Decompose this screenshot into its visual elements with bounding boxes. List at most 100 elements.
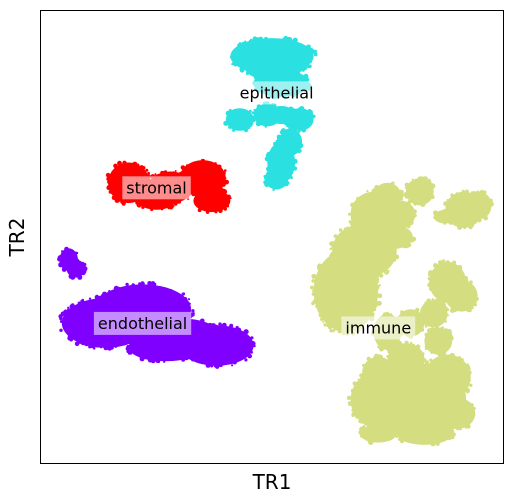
cluster-stromal-point [180, 165, 186, 170]
cluster-immune-point [386, 216, 391, 221]
cluster-epithelial-point [264, 36, 268, 41]
cluster-immune-point [444, 423, 447, 427]
cluster-immune-point [403, 192, 408, 197]
cluster-immune-point [383, 227, 386, 231]
cluster-epithelial-point [243, 127, 249, 133]
cluster-immune-point [352, 381, 357, 386]
cluster-epithelial-point [254, 42, 257, 45]
cluster-immune-point [477, 218, 481, 221]
cluster-immune-point [431, 298, 435, 302]
cluster-immune-point [373, 199, 376, 203]
cluster-immune-point [393, 429, 398, 434]
cluster-immune-point [387, 269, 390, 272]
cluster-epithelial-point [239, 67, 245, 73]
y-axis-label: TR2 [5, 218, 29, 258]
cluster-immune-point [354, 228, 359, 233]
cluster-immune-point [437, 409, 442, 414]
cluster-immune-blob [396, 422, 453, 445]
cluster-endothelial-point [114, 345, 117, 348]
cluster-immune-point [378, 231, 383, 236]
cluster-epithelial-point [297, 129, 301, 133]
cluster-immune-blob [362, 356, 395, 389]
cluster-immune-point [473, 191, 477, 195]
cluster-epithelial-point [263, 70, 267, 74]
cluster-immune-point [470, 306, 474, 310]
cluster-immune-point [373, 272, 378, 278]
cluster-label-background [122, 176, 191, 200]
cluster-immune-point [323, 261, 326, 265]
cluster-epithelial-point [262, 55, 267, 59]
cluster-immune-point [483, 190, 486, 194]
cluster-immune-point [350, 202, 355, 208]
cluster-immune-point [434, 298, 440, 304]
cluster-immune-point [327, 325, 332, 330]
cluster-stromal-point [106, 185, 112, 191]
cluster-immune-point [430, 351, 433, 355]
cluster-immune-point [424, 301, 428, 305]
cluster-immune-point [460, 358, 464, 362]
cluster-immune-point [323, 323, 326, 326]
cluster-endothelial-point [181, 357, 186, 362]
cluster-immune-point [466, 201, 470, 206]
cluster-immune-point [393, 426, 396, 429]
cluster-immune-point [427, 282, 432, 288]
cluster-epithelial-point [249, 123, 253, 127]
cluster-immune-blob [438, 397, 476, 430]
cluster-epithelial-point [268, 42, 273, 47]
cluster-immune-point [372, 421, 378, 427]
cluster-immune-point [399, 373, 403, 378]
cluster-immune-point [312, 289, 316, 293]
cluster-stromal-point [136, 202, 142, 208]
cluster-epithelial-point [242, 41, 246, 45]
cluster-stromal-point [214, 162, 217, 165]
cluster-immune-point [449, 334, 453, 338]
cluster-immune-point [313, 298, 319, 304]
cluster-immune-point [388, 220, 394, 225]
cluster-epithelial-point [275, 139, 280, 144]
cluster-immune-point [383, 312, 386, 315]
cluster-immune-point [424, 367, 428, 371]
cluster-immune-point [437, 415, 442, 420]
cluster-epithelial-point [253, 108, 256, 112]
cluster-epithelial-point [284, 122, 287, 126]
cluster-immune-point [378, 354, 383, 360]
cluster-immune-point [424, 347, 428, 351]
cluster-epithelial-point [284, 182, 289, 187]
cluster-endothelial-point [84, 342, 89, 347]
cluster-stromal-point [217, 164, 222, 169]
cluster-immune-point [333, 234, 338, 239]
cluster-stromal-point [229, 197, 232, 200]
cluster-endothelial-point [181, 292, 185, 296]
cluster-epithelial-point [272, 43, 276, 47]
cluster-immune-point [439, 421, 445, 427]
cluster-stromal-point [227, 194, 231, 198]
cluster-immune-point [415, 344, 421, 350]
cluster-immune-point [454, 213, 460, 219]
cluster-immune-point [489, 198, 493, 203]
cluster-endothelial [57, 246, 256, 369]
cluster-epithelial-point [266, 108, 271, 113]
cluster-endothelial-point [192, 312, 195, 315]
cluster-immune-point [374, 284, 380, 290]
cluster-immune-point [424, 371, 427, 374]
cluster-stromal-point [194, 192, 200, 197]
cluster-immune-blob [424, 354, 471, 400]
cluster-stromal-point [168, 205, 174, 210]
cluster-epithelial-point [282, 167, 285, 170]
cluster-immune-point [311, 273, 317, 279]
cluster-endothelial-point [103, 345, 109, 351]
cluster-immune-point [424, 345, 428, 349]
cluster-epithelial-point [291, 151, 294, 154]
cluster-endothelial-point [108, 290, 111, 293]
cluster-immune-point [392, 257, 397, 262]
cluster-immune-point [422, 373, 426, 377]
cluster-immune-point [318, 264, 324, 270]
cluster-immune-point [431, 421, 434, 424]
cluster-endothelial-point [151, 283, 155, 287]
cluster-immune-point [444, 399, 448, 403]
cluster-immune-point [427, 178, 431, 182]
cluster-immune-point [419, 176, 425, 182]
cluster-immune [310, 176, 494, 447]
cluster-immune-point [401, 224, 406, 229]
cluster-immune-point [350, 403, 354, 407]
